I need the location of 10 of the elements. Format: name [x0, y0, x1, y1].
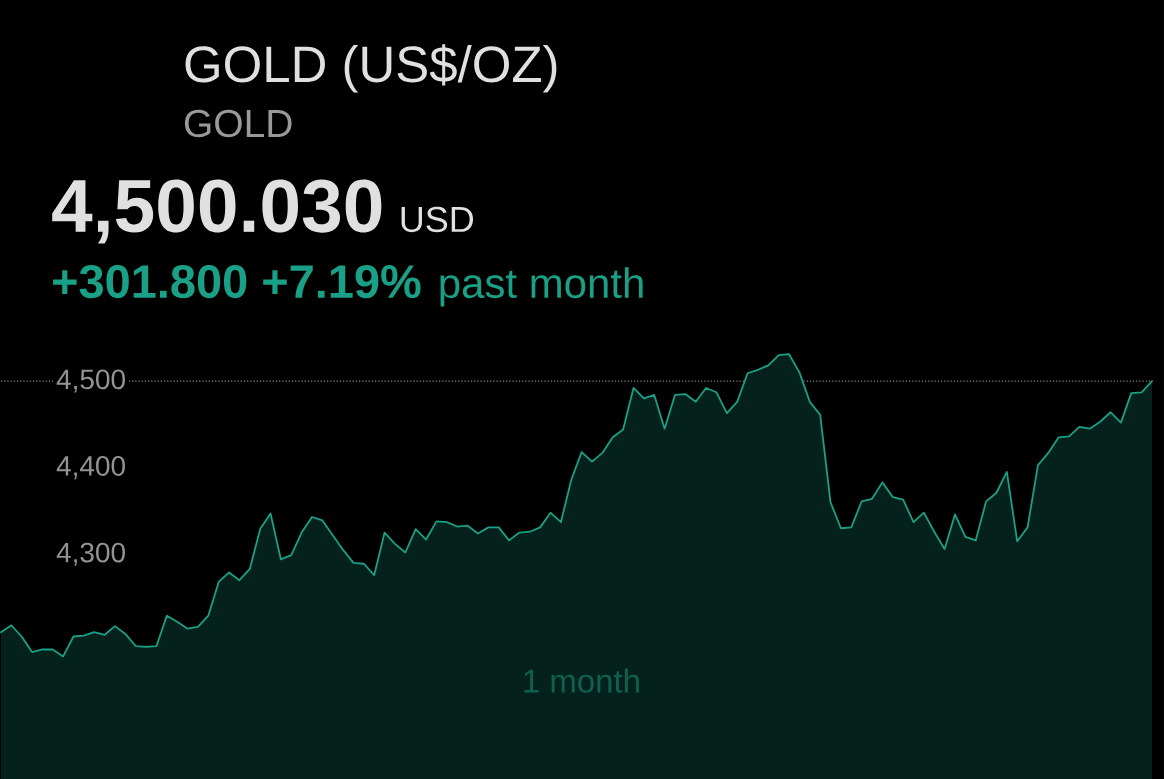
annotation: +301.800 +7.19% — [53, 264, 421, 299]
y-tick-label: 4,400 — [56, 455, 125, 479]
text: GOLD (US$/OZ) — [185, 44, 557, 93]
annotation: 4,500.030 — [52, 179, 382, 244]
annotation: past month — [440, 267, 643, 307]
annotation: USD — [401, 206, 474, 232]
text: GOLD — [184, 109, 292, 138]
y-tick-label: 4,300 — [56, 542, 125, 566]
y-tick-label: 4,500 — [56, 369, 125, 393]
annotation: 1 month — [524, 668, 639, 693]
